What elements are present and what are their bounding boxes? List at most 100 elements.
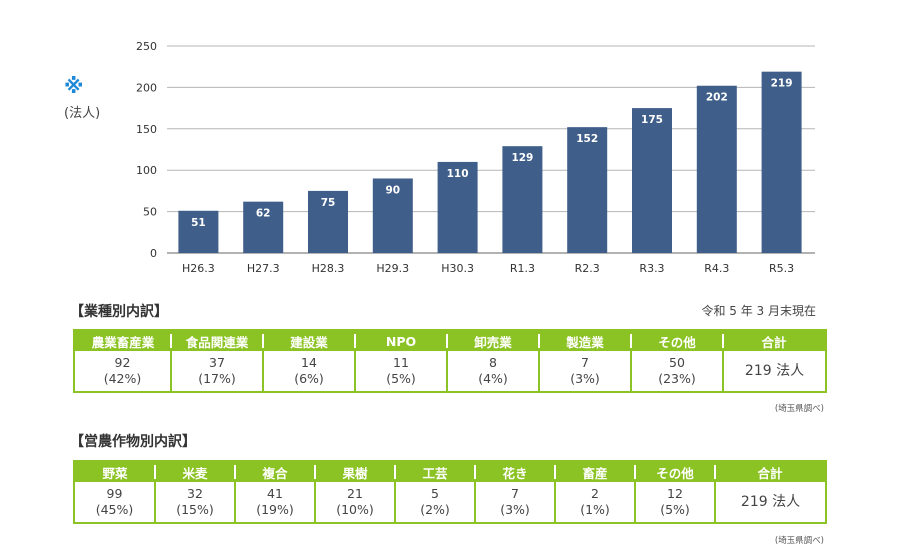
bar <box>243 201 284 253</box>
count-value: 99 <box>106 486 123 501</box>
column-header: 米麦 <box>154 461 235 482</box>
x-tick-label: H28.3 <box>312 262 345 275</box>
percent-value: (6%) <box>294 371 324 386</box>
column-header: その他 <box>630 330 723 351</box>
x-tick-label: H27.3 <box>247 262 280 275</box>
column-header: 畜産 <box>554 461 635 482</box>
bar-data-label: 152 <box>576 133 598 145</box>
table-cell: 99 (45%) <box>74 482 155 523</box>
column-header: 食品関連業 <box>170 330 263 351</box>
percent-value: (15%) <box>176 502 214 517</box>
column-header: 農業畜産業 <box>74 330 171 351</box>
column-header: 工芸 <box>394 461 475 482</box>
x-tick-label: R5.3 <box>769 262 794 275</box>
percent-value: (17%) <box>198 371 236 386</box>
x-tick-label: H30.3 <box>441 262 474 275</box>
percent-value: (3%) <box>500 502 530 517</box>
x-tick-label: R4.3 <box>704 262 729 275</box>
y-axis-unit-label: (法人) <box>64 106 101 121</box>
percent-value: (5%) <box>386 371 416 386</box>
table-cell: 50 (23%) <box>630 351 723 392</box>
total-value: 219 法人 <box>714 482 826 523</box>
bar <box>696 85 737 253</box>
column-header: 製造業 <box>538 330 631 351</box>
bar-data-label: 175 <box>641 114 663 126</box>
percent-value: (10%) <box>336 502 374 517</box>
bar <box>761 71 802 253</box>
crop-breakdown-title: 【営農作物別内訳】 <box>70 434 196 450</box>
table-cell: 7 (3%) <box>474 482 555 523</box>
bar-data-label: 202 <box>706 92 728 104</box>
x-tick-label: H29.3 <box>376 262 409 275</box>
count-value: 37 <box>209 355 225 370</box>
column-header: 卸売業 <box>446 330 539 351</box>
bar-data-label: 51 <box>191 217 206 229</box>
bar <box>178 210 219 253</box>
corporations-bar-chart: 0 50 100 150 200 250 51 H26.3 62 H27.3 75 H28.3 90 H2… <box>136 40 815 275</box>
count-value: 50 <box>669 355 685 370</box>
count-value: 11 <box>393 355 409 370</box>
industry-breakdown-table: 農業畜産業 食品関連業 建設業 NPO 卸売業 製造業 その他 合計 92 (42%) 37 (17… <box>73 329 827 393</box>
count-value: 7 <box>581 355 589 370</box>
percent-value: (19%) <box>256 502 294 517</box>
percent-value: (4%) <box>478 371 508 386</box>
y-tick-label: 0 <box>150 247 157 260</box>
table-cell: 41 (19%) <box>234 482 315 523</box>
bar <box>632 108 672 253</box>
table-cell: 5 (2%) <box>394 482 475 523</box>
y-tick-label: 150 <box>136 123 157 136</box>
column-header: その他 <box>634 461 715 482</box>
x-tick-label: R3.3 <box>639 262 664 275</box>
count-value: 21 <box>347 486 363 501</box>
y-tick-label: 50 <box>143 206 157 219</box>
percent-value: (3%) <box>570 371 600 386</box>
column-header: 建設業 <box>262 330 355 351</box>
y-tick-label: 250 <box>136 40 157 53</box>
column-header: 果樹 <box>314 461 395 482</box>
x-tick-label: H26.3 <box>182 262 215 275</box>
percent-value: (1%) <box>580 502 610 517</box>
x-tick-label: R1.3 <box>510 262 535 275</box>
bar <box>502 146 543 253</box>
table-header-row: 野菜 米麦 複合 果樹 工芸 花き 畜産 その他 合計 <box>74 461 826 482</box>
table-cell: 37 (17%) <box>170 351 263 392</box>
table-header-row: 農業畜産業 食品関連業 建設業 NPO 卸売業 製造業 その他 合計 <box>74 330 826 351</box>
table-cell: 7 (3%) <box>538 351 631 392</box>
table-cell: 92 (42%) <box>74 351 171 392</box>
table-row: 99 (45%) 32 (15%) 41 (19%) 21 (10%) 5 (2%) 7 (3%) 2(… <box>74 482 826 523</box>
table-row: 92 (42%) 37 (17%) 14 (6%) 11 (5%) 8 (4%) 7 (3%) 50 (2… <box>74 351 826 392</box>
note-mark-icon: ※ <box>64 74 84 98</box>
count-value: 41 <box>267 486 283 501</box>
y-tick-label: 100 <box>136 164 157 177</box>
percent-value: (42%) <box>103 371 142 386</box>
industry-breakdown-title: 【業種別内訳】 <box>70 304 168 320</box>
table-cell: 32 (15%) <box>154 482 235 523</box>
count-value: 12 <box>667 486 683 501</box>
table-cell: 14 (6%) <box>262 351 355 392</box>
bar-data-label: 75 <box>321 197 336 209</box>
bar <box>308 190 348 253</box>
total-value: 219 法人 <box>722 351 826 392</box>
bar-data-label: 62 <box>256 208 271 220</box>
table-cell: 8 (4%) <box>446 351 539 392</box>
bar <box>437 161 478 253</box>
table-cell: 2 (1%) <box>554 482 635 523</box>
bar-data-label: 90 <box>385 184 400 196</box>
bar-data-label: 110 <box>447 168 469 180</box>
x-tick-label: R2.3 <box>575 262 600 275</box>
percent-value: (45%) <box>95 502 134 517</box>
bar-data-label: 219 <box>771 78 793 90</box>
crop-breakdown-table: 野菜 米麦 複合 果樹 工芸 花き 畜産 その他 合計 99 (45%) 32 (15%) 41 (19%… <box>73 460 827 524</box>
count-value: 2 <box>591 486 599 501</box>
table-cell: 12 (5%) <box>634 482 715 523</box>
column-header: 花き <box>474 461 555 482</box>
industry-source-note: (埼玉県調べ) <box>774 404 824 414</box>
column-header: 野菜 <box>74 461 155 482</box>
table-cell: 21 (10%) <box>314 482 395 523</box>
count-value: 32 <box>187 486 203 501</box>
count-value: 92 <box>114 355 131 370</box>
percent-value: (23%) <box>658 371 696 386</box>
column-header: 複合 <box>234 461 315 482</box>
bar <box>372 178 413 253</box>
as-of-date: 令和 5 年 3 月末現在 <box>701 304 816 318</box>
